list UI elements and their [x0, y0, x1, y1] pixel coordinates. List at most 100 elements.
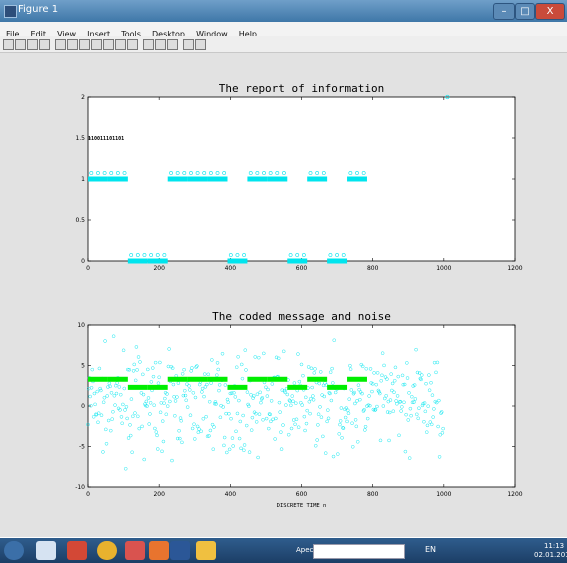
x-tick-label: 1200	[507, 491, 522, 498]
noise-point	[152, 403, 156, 407]
noise-point	[237, 436, 242, 441]
noise-point	[195, 364, 199, 368]
noise-point	[380, 373, 384, 378]
pan-hand-icon[interactable]	[91, 39, 102, 50]
close-button[interactable]: X	[535, 3, 565, 20]
taskbar-matlab-icon[interactable]	[149, 541, 169, 560]
figure-canvas: The report of information 0 200 400 600 800 10…	[0, 53, 567, 537]
menu-insert[interactable]: Insert	[87, 30, 111, 39]
menu-help[interactable]: Help	[238, 30, 257, 39]
data-cursor-icon[interactable]	[115, 39, 126, 50]
noise-point	[235, 411, 240, 416]
print-icon[interactable]	[39, 39, 50, 50]
noise-point	[111, 410, 115, 414]
taskbar-chrome-icon[interactable]	[97, 541, 117, 560]
bit-segment-4	[167, 176, 188, 182]
noise-point	[237, 398, 241, 403]
noise-point	[436, 424, 440, 429]
menu-desktop[interactable]: Desktop	[152, 30, 186, 39]
noise-point	[239, 362, 244, 367]
noise-point	[221, 405, 225, 409]
noise-point	[341, 426, 346, 430]
save-icon[interactable]	[27, 39, 38, 50]
noise-point	[136, 355, 141, 359]
bit-marker	[301, 253, 306, 257]
noise-point	[277, 400, 282, 405]
menu-file[interactable]: File	[6, 30, 20, 39]
show-plot-tools-icon[interactable]	[195, 39, 206, 50]
zoom-out-icon[interactable]	[79, 39, 90, 50]
coded-segment-1	[107, 376, 128, 382]
brush-icon[interactable]	[127, 39, 138, 50]
minimize-button[interactable]: –	[493, 3, 515, 20]
noise-point	[231, 444, 235, 448]
new-figure-icon[interactable]	[3, 39, 14, 50]
noise-point	[86, 422, 90, 427]
system-clock[interactable]: 11:13 02.01.2017	[534, 542, 567, 560]
noise-point	[111, 334, 116, 338]
taskbar-word-icon[interactable]	[170, 541, 190, 560]
taskbar-app2-icon[interactable]	[125, 541, 145, 560]
noise-point	[216, 367, 220, 372]
noise-point	[96, 420, 100, 425]
open-file-icon[interactable]	[15, 39, 26, 50]
noise-point	[292, 381, 297, 385]
noise-point	[266, 387, 270, 392]
language-indicator[interactable]: EN	[425, 545, 437, 554]
noise-point	[139, 391, 144, 395]
noise-point	[89, 386, 94, 390]
noise-point	[185, 382, 189, 386]
noise-point	[269, 399, 274, 403]
bit-marker	[149, 253, 154, 257]
taskbar-search-field[interactable]	[313, 544, 405, 559]
edit-plot-arrow-icon[interactable]	[55, 39, 66, 50]
noise-point	[294, 401, 298, 405]
noise-point	[287, 398, 292, 402]
zoom-in-icon[interactable]	[67, 39, 78, 50]
menu-edit[interactable]: Edit	[30, 30, 46, 39]
noise-point	[358, 397, 362, 402]
noise-point	[348, 367, 353, 371]
noise-point	[343, 415, 348, 420]
rotate-3d-icon[interactable]	[103, 39, 114, 50]
noise-point	[337, 432, 341, 436]
noise-point	[365, 416, 370, 421]
noise-point	[281, 349, 286, 354]
maximize-button[interactable]: □	[515, 3, 535, 20]
noise-point	[259, 397, 264, 401]
legend-icon[interactable]	[167, 39, 178, 50]
menu-window[interactable]: Window	[196, 30, 228, 39]
noise-point	[306, 365, 311, 369]
menu-view[interactable]: View	[57, 30, 77, 39]
taskbar-opera-icon[interactable]	[67, 541, 87, 560]
taskbar-app3-icon[interactable]	[196, 541, 216, 560]
menu-tools[interactable]: Tools	[121, 30, 141, 39]
noise-point	[188, 413, 193, 417]
start-button-icon[interactable]	[4, 541, 24, 560]
noise-point	[90, 367, 94, 372]
noise-point	[329, 398, 334, 403]
link-plot-icon[interactable]	[143, 39, 154, 50]
noise-point	[135, 368, 139, 372]
bit-segment-8	[247, 176, 268, 182]
noise-point	[280, 388, 285, 392]
noise-point	[407, 391, 411, 395]
noise-point	[346, 411, 351, 416]
taskbar-app-icon[interactable]	[36, 541, 56, 560]
noise-point	[142, 457, 146, 462]
noise-point	[162, 401, 166, 405]
noise-point	[325, 419, 329, 424]
noise-point	[274, 416, 278, 421]
noise-point	[99, 388, 103, 393]
noise-point	[101, 450, 105, 454]
noise-point	[220, 352, 225, 356]
noise-point	[126, 436, 131, 440]
bit-marker	[195, 171, 200, 175]
bit-marker	[295, 253, 300, 257]
noise-point	[356, 383, 361, 387]
noise-point	[191, 391, 196, 395]
colorbar-icon[interactable]	[155, 39, 166, 50]
hide-plot-tools-icon[interactable]	[183, 39, 194, 50]
noise-point	[93, 402, 97, 407]
noise-point	[129, 397, 134, 401]
